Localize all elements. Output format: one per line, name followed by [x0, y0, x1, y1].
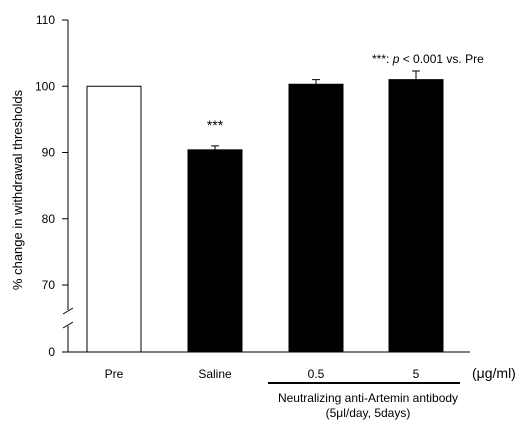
group-label-line1: Neutralizing anti-Artemin antibody — [278, 391, 458, 405]
unit-label: (μg/ml) — [472, 365, 516, 381]
y-tick-label: 80 — [42, 212, 56, 226]
bar-5 — [388, 79, 444, 353]
x-tick-label: 0.5 — [308, 367, 325, 381]
bar-saline — [187, 149, 243, 353]
y-tick-label: 0 — [48, 345, 55, 359]
significance-legend: ***: p < 0.001 vs. Pre — [372, 52, 484, 66]
error-bar — [211, 145, 219, 150]
x-tick-label: Saline — [198, 367, 232, 381]
error-bar — [312, 79, 320, 85]
y-tick-label: 100 — [35, 79, 55, 93]
axis-break-mark — [62, 307, 74, 315]
significance-marker: *** — [207, 117, 224, 133]
x-tick-label: 5 — [413, 367, 420, 381]
y-axis: 0 70 80 90 100 110 — [35, 13, 74, 359]
axis-break-mark — [62, 321, 74, 329]
x-tick-label: Pre — [105, 367, 124, 381]
error-bar — [412, 70, 420, 80]
y-axis-label: % change in withdrawal thresholds — [10, 89, 25, 290]
y-tick-label: 90 — [42, 146, 56, 160]
bar-pre — [86, 85, 142, 353]
bar-0-5 — [288, 83, 344, 353]
y-tick-label: 70 — [42, 278, 56, 292]
group-label-line2: (5μl/day, 5days) — [326, 406, 411, 420]
y-tick-label: 110 — [36, 13, 55, 27]
